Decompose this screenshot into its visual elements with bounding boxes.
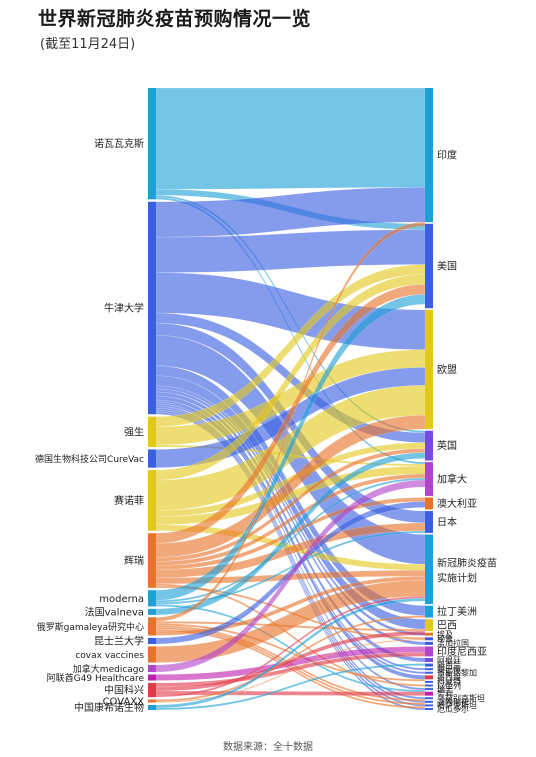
source-node-中国康希诺生物 (148, 704, 156, 710)
chart-subtitle: (截至11月24日) (40, 37, 136, 52)
source-node-covaxx (148, 699, 156, 703)
target-label-哥斯达黎加: 哥斯达黎加 (437, 668, 477, 678)
target-node-厄瓜多尔 (425, 708, 433, 710)
source-label-中国康希诺生物: 中国康希诺生物 (74, 701, 144, 714)
target-label-新冠肺炎疫苗实施计划: 新冠肺炎疫苗实施计划 (437, 556, 497, 584)
target-node-英国 (425, 430, 433, 461)
source-label-阿联酋g49-healthcare: 阿联酋G49 Healthcare (47, 672, 145, 684)
source-node-阿联酋g49-healthcare (148, 674, 156, 681)
chart-title: 世界新冠肺炎疫苗预购情况一览 (38, 8, 312, 30)
target-label-巴西: 巴西 (437, 620, 457, 632)
source-label-加拿大medicago: 加拿大medicago (73, 663, 145, 675)
target-label-阿根廷: 阿根廷 (437, 655, 461, 665)
data-source-value: 全十数据 (273, 742, 313, 753)
target-node-科威特 (425, 680, 433, 683)
source-node-covax-vaccines (148, 646, 156, 663)
sankey-links (155, 87, 426, 711)
target-node-智利 (425, 691, 433, 696)
source-node-诺瓦瓦克斯 (148, 88, 156, 200)
target-node-孟加拉国 (425, 641, 433, 645)
data-source: 数据来源：全十数据 (0, 738, 536, 753)
target-label-孟加拉国: 孟加拉国 (437, 638, 469, 648)
source-node-德国生物科技公司curevac (148, 449, 156, 468)
data-source-label: 数据来源： (223, 742, 273, 753)
source-node-加拿大medicago (148, 664, 156, 673)
target-label-印度尼西亚: 印度尼西亚 (437, 645, 487, 658)
target-node-新西兰 (425, 663, 433, 667)
target-label-埃及: 埃及 (437, 629, 453, 639)
source-label-covaxx: COVAXX (103, 697, 145, 708)
target-label-日本: 日本 (437, 515, 457, 528)
target-node-加拿大 (425, 462, 433, 496)
target-label-墨西哥: 墨西哥 (437, 673, 461, 682)
target-label-秘鲁: 秘鲁 (437, 634, 453, 644)
target-label-美国: 美国 (437, 260, 457, 273)
target-label-科威特: 科威特 (437, 677, 461, 687)
target-label-智利: 智利 (437, 688, 453, 698)
source-node-强生 (148, 416, 156, 448)
target-node-日本 (425, 511, 433, 533)
target-node-瑞士 (425, 688, 433, 691)
target-node-埃及 (425, 632, 433, 636)
source-label-德国生物科技公司curevac: 德国生物科技公司CureVac (35, 453, 144, 465)
target-node-巴西 (425, 619, 433, 632)
target-node-新冠肺炎疫苗实施计划 (425, 534, 433, 605)
target-node-印度 (425, 88, 433, 223)
target-node-黎巴嫩 (425, 668, 433, 671)
source-node-moderna (148, 590, 156, 607)
target-node-美国 (425, 223, 433, 309)
target-label-加拿大: 加拿大 (437, 473, 467, 486)
source-label-赛诺菲: 赛诺菲 (114, 494, 144, 507)
target-node-哈萨克斯坦 (425, 704, 433, 707)
source-label-moderna: moderna (99, 594, 144, 605)
source-label-牛津大学: 牛津大学 (104, 301, 144, 314)
target-node-欧盟 (425, 309, 433, 430)
target-label-黎巴嫩: 黎巴嫩 (437, 664, 461, 674)
source-node-牛津大学 (148, 201, 156, 415)
target-label-印度: 印度 (437, 149, 457, 162)
target-label-哈萨克斯坦: 哈萨克斯坦 (437, 700, 477, 710)
source-label-俄罗斯gamaleya研究中心: 俄罗斯gamaleya研究中心 (37, 621, 144, 633)
target-label-以色列: 以色列 (437, 680, 461, 690)
target-label-厄瓜多尔: 厄瓜多尔 (437, 704, 469, 714)
source-node-中国科兴 (148, 682, 156, 698)
source-node-昆士兰大学 (148, 637, 156, 644)
source-label-covax-vaccines: covax vaccines (75, 651, 144, 661)
source-label-强生: 强生 (124, 425, 144, 438)
target-node-秘鲁 (425, 637, 433, 641)
target-node-墨西哥 (425, 675, 433, 680)
source-label-中国科兴: 中国科兴 (104, 684, 144, 697)
source-node-俄罗斯gamaleya研究中心 (148, 617, 156, 636)
source-label-诺瓦瓦克斯: 诺瓦瓦克斯 (94, 137, 144, 150)
target-node-澳大利亚 (425, 497, 433, 510)
target-label-拉丁美洲: 拉丁美洲 (437, 605, 477, 618)
target-label-新西兰: 新西兰 (437, 660, 461, 670)
source-node-赛诺菲 (148, 470, 156, 531)
target-node-拉丁美洲 (425, 605, 433, 618)
target-label-瑞士: 瑞士 (437, 684, 453, 694)
target-label-澳大利亚: 澳大利亚 (437, 497, 477, 510)
sankey-link-covaxx-to-秘鲁 (155, 639, 426, 703)
source-label-昆士兰大学: 昆士兰大学 (94, 634, 144, 647)
sankey-nodes (148, 88, 433, 710)
source-node-法国valneva (148, 608, 156, 615)
target-node-委内瑞拉 (425, 700, 433, 703)
sankey-link-诺瓦瓦克斯-to-印度 (155, 87, 426, 190)
target-label-乌兹别克斯坦: 乌兹别克斯坦 (437, 693, 485, 703)
target-label-英国: 英国 (437, 439, 457, 452)
target-node-以色列 (425, 684, 433, 687)
source-label-辉瑞: 辉瑞 (124, 555, 144, 567)
target-node-印度尼西亚 (425, 646, 433, 657)
target-label-欧盟: 欧盟 (437, 364, 457, 376)
target-node-哥斯达黎加 (425, 671, 433, 674)
source-label-法国valneva: 法国valneva (85, 605, 144, 618)
source-node-辉瑞 (148, 533, 156, 588)
target-label-委内瑞拉: 委内瑞拉 (437, 697, 469, 707)
target-node-阿根廷 (425, 658, 433, 662)
target-node-乌兹别克斯坦 (425, 697, 433, 700)
